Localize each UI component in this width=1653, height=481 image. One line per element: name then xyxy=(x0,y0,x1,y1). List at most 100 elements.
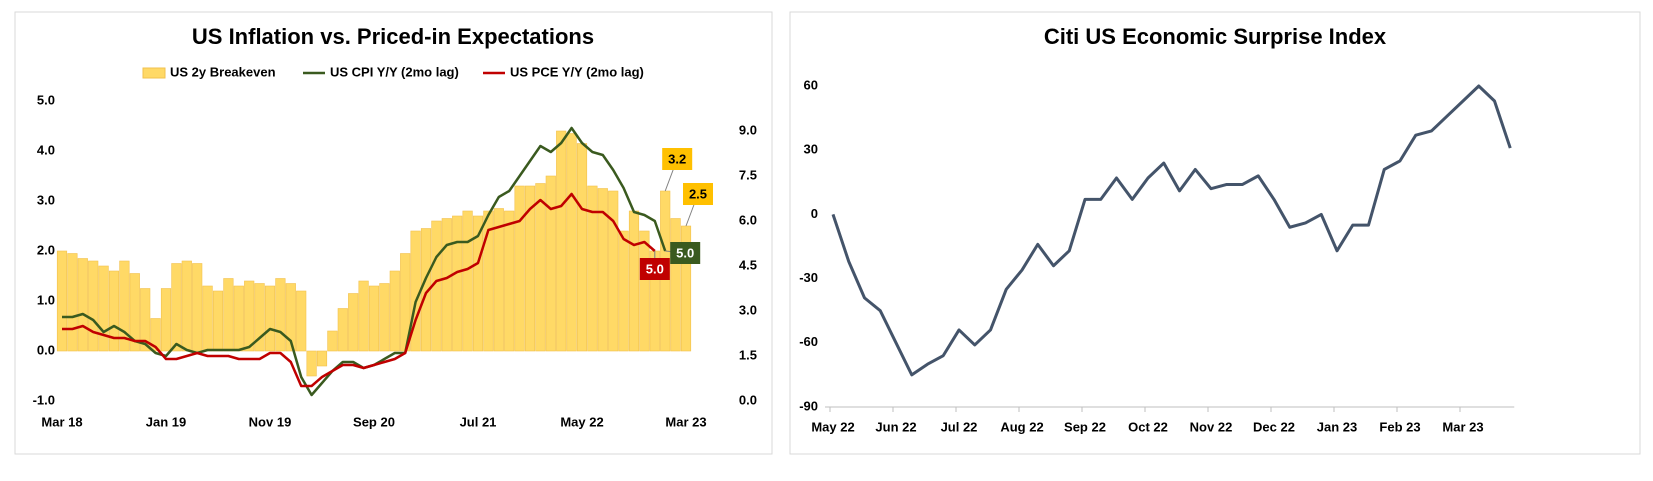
bar xyxy=(119,260,130,352)
x-tick-label: May 22 xyxy=(811,419,854,434)
bar xyxy=(597,188,608,352)
bar xyxy=(587,185,598,352)
y-tick-label: 1.0 xyxy=(37,292,55,307)
bar xyxy=(327,330,338,352)
chart-title: Citi US Economic Surprise Index xyxy=(1044,24,1387,49)
label-box xyxy=(662,148,693,170)
y-tick-label: -60 xyxy=(799,334,818,349)
x-tick-label: Jul 22 xyxy=(941,419,978,434)
y-tick-label: 0 xyxy=(811,206,818,221)
bar xyxy=(140,288,151,352)
bar xyxy=(67,253,78,352)
bar xyxy=(628,210,640,352)
x-tick-label: Mar 23 xyxy=(1442,419,1483,434)
bar xyxy=(379,283,390,352)
y-tick-label: 60 xyxy=(804,77,818,92)
y-tick-label: 1.5 xyxy=(739,347,757,362)
legend-label: US 2y Breakeven xyxy=(170,64,276,79)
bar xyxy=(306,350,317,377)
bar xyxy=(639,230,650,352)
bar xyxy=(233,285,244,352)
bar xyxy=(316,350,328,367)
x-tick-label: Oct 22 xyxy=(1128,419,1168,434)
x-tick-label: Feb 23 xyxy=(1379,419,1420,434)
bar xyxy=(223,278,234,352)
data-label: 5.0 xyxy=(676,245,694,260)
bar xyxy=(202,285,213,352)
line xyxy=(62,192,656,388)
bar xyxy=(150,318,161,352)
bar xyxy=(670,218,681,352)
bar xyxy=(181,260,192,352)
data-label: 2.5 xyxy=(689,186,707,201)
bar xyxy=(483,210,494,352)
bar xyxy=(98,265,109,352)
chart-title: US Inflation vs. Priced-in Expectations xyxy=(192,24,594,49)
y-tick-label: 2.0 xyxy=(37,242,55,257)
y-tick-label: 3.0 xyxy=(739,302,757,317)
bar xyxy=(129,273,140,352)
data-label: 5.0 xyxy=(646,261,664,276)
label-box xyxy=(639,258,670,280)
x-tick-label: Jul 21 xyxy=(460,414,497,429)
label-box xyxy=(683,183,713,205)
line xyxy=(831,84,1512,377)
bar xyxy=(160,288,172,352)
data-label: 3.2 xyxy=(668,151,686,166)
bar xyxy=(285,283,296,352)
y-tick-label: 0.0 xyxy=(739,392,757,407)
bar xyxy=(441,218,452,352)
x-tick-label: Jan 19 xyxy=(146,414,186,429)
bar xyxy=(545,175,556,352)
x-tick-label: Jun 22 xyxy=(875,419,916,434)
y-tick-label: 0.0 xyxy=(37,342,55,357)
bar xyxy=(452,215,463,352)
y-tick-label: 4.0 xyxy=(37,142,55,157)
x-tick-label: Mar 18 xyxy=(41,414,82,429)
bar xyxy=(108,270,120,352)
y-tick-label: 6.0 xyxy=(739,212,757,227)
bar xyxy=(264,285,276,352)
x-tick-label: Jan 23 xyxy=(1317,419,1357,434)
bar xyxy=(254,283,265,352)
y-tick-label: 4.5 xyxy=(739,257,757,272)
bar xyxy=(618,230,629,352)
y-tick-label: -1.0 xyxy=(33,392,55,407)
label-box xyxy=(670,242,701,264)
bar xyxy=(171,263,182,352)
x-tick-label: Sep 20 xyxy=(353,414,395,429)
x-tick-label: Aug 22 xyxy=(1000,419,1043,434)
bar xyxy=(275,278,286,352)
bar xyxy=(212,290,224,352)
bar xyxy=(368,285,380,352)
bar xyxy=(566,133,577,352)
y-tick-label: 7.5 xyxy=(739,167,757,182)
bar xyxy=(192,263,203,352)
bar xyxy=(493,208,504,352)
y-tick-label: 5.0 xyxy=(37,92,55,107)
y-tick-label: 9.0 xyxy=(739,122,757,137)
bar xyxy=(296,290,307,352)
bar xyxy=(56,250,68,352)
bar xyxy=(348,293,359,352)
x-tick-label: Nov 19 xyxy=(249,414,292,429)
legend-label: US PCE Y/Y (2mo lag) xyxy=(510,64,644,79)
y-tick-label: 30 xyxy=(804,142,818,157)
bar xyxy=(462,210,473,352)
bar xyxy=(244,280,255,352)
bar xyxy=(556,130,567,352)
x-tick-label: May 22 xyxy=(560,414,603,429)
y-tick-label: -30 xyxy=(799,270,818,285)
bar xyxy=(77,258,88,352)
bar xyxy=(514,185,525,352)
bar xyxy=(576,143,588,352)
bar xyxy=(608,190,619,352)
bar xyxy=(504,210,515,352)
bar xyxy=(535,183,546,352)
x-tick-label: Nov 22 xyxy=(1190,419,1233,434)
y-tick-label: 3.0 xyxy=(37,192,55,207)
bar xyxy=(88,260,99,352)
x-tick-label: Dec 22 xyxy=(1253,419,1295,434)
bar xyxy=(337,308,348,352)
